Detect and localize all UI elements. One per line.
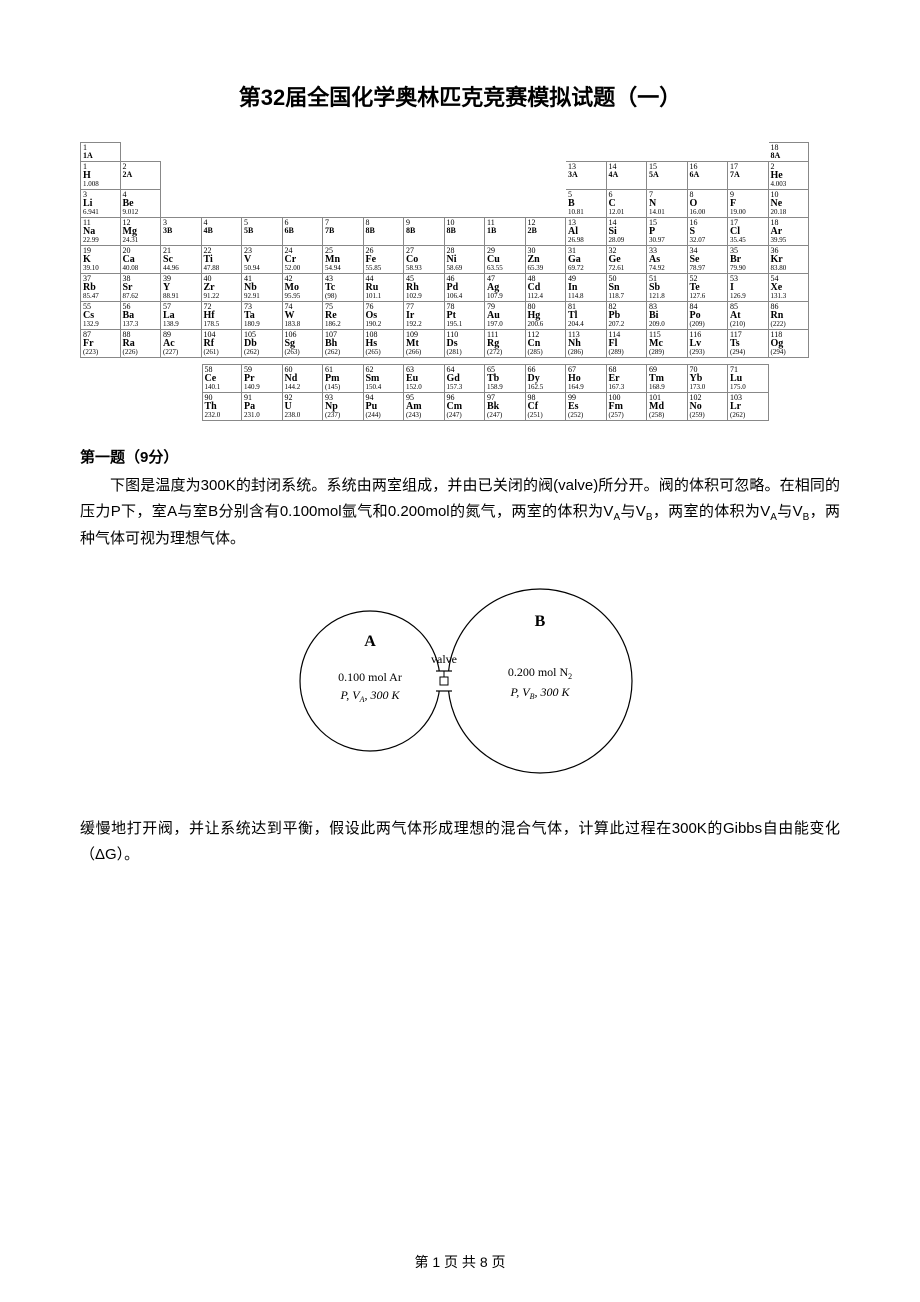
two-chamber-diagram: A B valve 0.100 mol Ar P, VA, 300 K 0.20…: [80, 571, 840, 786]
diagram-a-line1: 0.100 mol Ar: [338, 670, 402, 684]
diagram-valve-label: valve: [431, 652, 457, 666]
diagram-a-line2: P, VA, 300 K: [339, 688, 400, 704]
page-title: 第32届全国化学奥林匹克竞赛模拟试题（一）: [80, 80, 840, 112]
question-1-heading: 第一题（9分）: [80, 446, 840, 467]
page-footer: 第 1 页 共 8 页: [0, 1252, 920, 1272]
diagram-b-line1: 0.200 mol N2: [508, 665, 572, 681]
diagram-label-a: A: [364, 633, 376, 650]
question-1-para1: 下图是温度为300K的封闭系统。系统由两室组成，并由已关闭的阀(valve)所分…: [80, 473, 840, 551]
periodic-table: 11A188A1H1.00822A133A144A155A166A177A2He…: [80, 142, 840, 421]
diagram-b-line2: P, VB, 300 K: [509, 685, 570, 701]
diagram-label-b: B: [535, 613, 546, 630]
question-1-para2: 缓慢地打开阀，并让系统达到平衡，假设此两气体形成理想的混合气体，计算此过程在30…: [80, 816, 840, 867]
